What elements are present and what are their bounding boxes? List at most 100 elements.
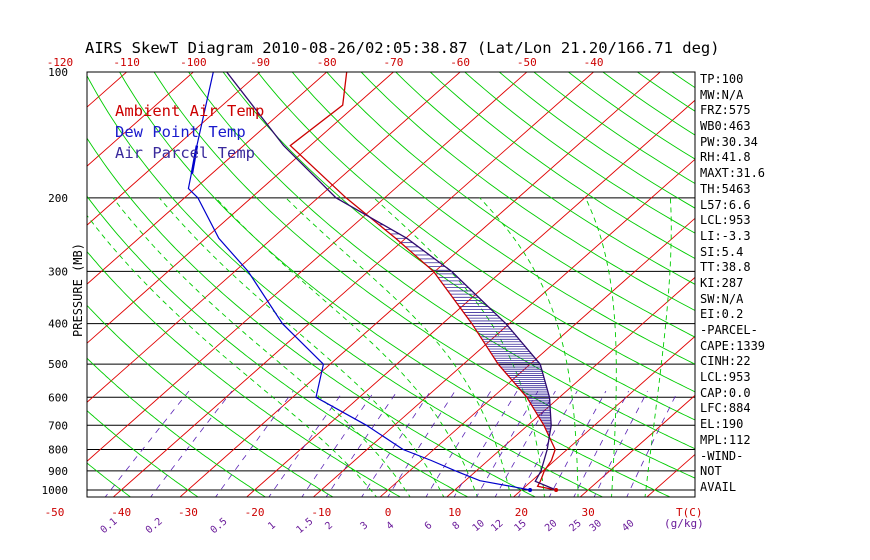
dry-adiabat-line (87, 357, 267, 497)
stat-th: TH:5463 (700, 181, 751, 196)
pressure-tick-label: 400 (48, 318, 68, 331)
dewpoint-line (187, 72, 531, 491)
chart-title: AIRS SkewT Diagram 2010-08-26/02:05:38.8… (85, 39, 720, 57)
surface-temp-marker (554, 488, 559, 492)
pressure-tick-label: 900 (48, 465, 68, 478)
moist-adiabat-line (112, 197, 411, 497)
mixing-ratio-unit: (g/kg) (664, 517, 704, 530)
mixing-ratio-tick-label: 25 (567, 518, 583, 534)
stat-wind-not: NOT (700, 464, 722, 479)
stat-wb0: WB0:463 (700, 119, 751, 134)
isotherm-line (179, 72, 661, 497)
isotherm-line (87, 72, 328, 285)
mixing-ratio-tick-label: 10 (471, 518, 487, 534)
pressure-tick-label: 200 (48, 192, 68, 205)
isotherm-line (379, 217, 695, 497)
mixing-ratio-line (453, 390, 518, 497)
pressure-tick-label: 300 (48, 265, 68, 278)
parcel-temp-line (226, 72, 557, 491)
isotherm-line (0, 63, 4, 499)
moist-adiabat-line (585, 197, 617, 497)
pressure-tick-label: 600 (48, 391, 68, 404)
stat-ei: EI:0.2 (700, 307, 744, 322)
bottom-temp-tick-label: -10 (311, 506, 331, 519)
stat-mw: MW:N/A (700, 87, 744, 102)
dry-adiabat-line (326, 72, 695, 338)
mixing-ratio-line (573, 390, 629, 497)
moist-adiabat-line (158, 197, 445, 497)
isotherm-line (246, 99, 695, 497)
top-temp-tick-label: -90 (250, 56, 270, 69)
bottom-temp-tick-label: 10 (448, 506, 461, 519)
moist-adiabat-line (479, 197, 579, 497)
surface-dewpoint-marker (528, 488, 533, 492)
top-temp-tick-label: -70 (384, 56, 404, 69)
mixing-ratio-line (548, 390, 607, 497)
mixing-ratio-line (387, 390, 456, 497)
stat-cap: CAP:0.0 (700, 385, 751, 400)
stat-ki: KI:287 (700, 275, 744, 290)
mixing-ratio-tick-label: 0.2 (144, 516, 165, 536)
isotherm-line (0, 63, 70, 499)
mixing-ratio-tick-label: 2 (323, 520, 335, 532)
dry-adiabat-line (291, 72, 695, 365)
dry-adiabat-line (87, 195, 469, 497)
dry-adiabat-line (87, 137, 537, 497)
mixing-ratio-line (325, 390, 398, 497)
x-axis-label: T(C) (676, 506, 703, 519)
mixing-ratio-line (301, 390, 375, 497)
moist-adiabat-line (644, 197, 672, 497)
pressure-tick-label: 800 (48, 443, 68, 456)
isotherm-line (512, 335, 695, 497)
stat-sw: SW:N/A (700, 291, 744, 306)
moist-adiabat-line (373, 197, 545, 497)
y-axis-label: PRESSURE (MB) (71, 243, 85, 337)
stat-parcel-lcl: LCL:953 (700, 370, 751, 385)
cape-hatching (373, 219, 552, 437)
mixing-ratio-tick-label: 1.5 (295, 516, 316, 536)
isotherm-line (312, 158, 695, 497)
stat-li: LI:-3.3 (700, 228, 751, 243)
mixing-ratio-tick-label: 20 (543, 518, 559, 534)
bottom-temp-tick-label: 30 (581, 506, 594, 519)
stats-panel: TP:100 MW:N/A FRZ:575 WB0:463 PW:30.34 R… (700, 72, 870, 496)
pressure-tick-label: 700 (48, 419, 68, 432)
stat-tt: TT:38.8 (700, 260, 751, 275)
legend-dewpoint: Dew Point Temp (115, 123, 246, 141)
stat-parcel-header: -PARCEL- (700, 323, 758, 337)
stat-pw: PW:30.34 (700, 134, 758, 149)
dry-adiabat-line (222, 72, 695, 421)
isotherm-line (87, 72, 528, 462)
legend-parcel: Air Parcel Temp (115, 144, 255, 162)
bottom-temp-tick-label: -30 (178, 506, 198, 519)
stat-maxt: MAXT:31.6 (700, 166, 766, 181)
legend: Ambient Air Temp Dew Point Temp Air Parc… (115, 102, 264, 162)
mixing-ratio-tick-label: 15 (512, 518, 528, 534)
bottom-temp-tick-label: -20 (245, 506, 265, 519)
isotherm-line (579, 394, 695, 497)
pressure-tick-label: 1000 (42, 484, 69, 497)
top-temp-tick-label: -80 (317, 56, 337, 69)
isotherm-line (87, 72, 461, 403)
stat-mpl: MPL:112 (700, 432, 751, 447)
dry-adiabat-line (257, 72, 695, 393)
pressure-tick-label: 500 (48, 358, 68, 371)
profiles (187, 72, 559, 492)
mixing-ratio-line (215, 390, 294, 497)
stat-l57: L57:6.6 (700, 197, 751, 212)
stat-cape: CAPE:1339 (700, 338, 766, 353)
mixing-ratio-tick-label: 0.5 (209, 516, 230, 536)
mixing-ratio-tick-label: 8 (451, 520, 463, 532)
diagram-grid (0, 63, 695, 499)
stat-si: SI:5.4 (700, 244, 744, 259)
stat-wind-avail: AVAIL (700, 479, 737, 494)
mixing-ratio-tick-label: 1 (266, 520, 278, 532)
ambient-temp-line (289, 72, 557, 491)
mixing-ratio-tick-label: 12 (489, 518, 505, 534)
mixing-ratio-line (150, 390, 233, 497)
stat-el: EL:190 (700, 417, 744, 432)
mixing-ratio-line (593, 390, 648, 497)
stat-lfc: LFC:884 (700, 401, 751, 416)
top-temp-tick-label: -50 (517, 56, 537, 69)
